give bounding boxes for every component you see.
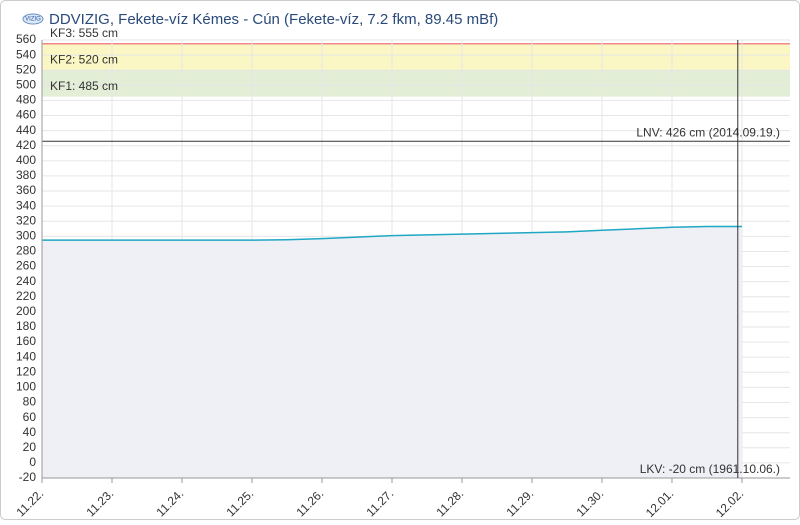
y-tick-label: 360 — [16, 183, 36, 197]
y-tick-label: 460 — [16, 108, 36, 122]
y-tick-label: 160 — [16, 334, 36, 348]
reference-label: LKV: -20 cm (1961.10.06.) — [640, 462, 780, 476]
y-tick-label: 260 — [16, 259, 36, 273]
y-tick-label: 420 — [16, 138, 36, 152]
y-tick-label: 340 — [16, 198, 36, 212]
y-tick-label: 480 — [16, 93, 36, 107]
series-area — [42, 226, 742, 478]
y-tick-label: 440 — [16, 123, 36, 137]
y-tick-label: 520 — [16, 62, 36, 76]
y-tick-label: 180 — [16, 319, 36, 333]
y-tick-label: 240 — [16, 274, 36, 288]
y-tick-label: 120 — [16, 364, 36, 378]
y-tick-label: 60 — [23, 410, 37, 424]
y-tick-label: 300 — [16, 229, 36, 243]
y-tick-label: 560 — [16, 32, 36, 46]
y-tick-label: 320 — [16, 213, 36, 227]
y-tick-label: 200 — [16, 304, 36, 318]
y-tick-label: 380 — [16, 168, 36, 182]
y-tick-label: 140 — [16, 349, 36, 363]
y-tick-label: 80 — [23, 395, 37, 409]
logo-text: VIZIG — [25, 17, 41, 23]
chart-title: DDVIZIG, Fekete-víz Kémes - Cún (Fekete-… — [49, 11, 498, 28]
threshold-label: KF1: 485 cm — [50, 79, 118, 93]
y-tick-label: -20 — [19, 470, 37, 484]
y-tick-label: 220 — [16, 289, 36, 303]
y-tick-label: 0 — [29, 455, 36, 469]
series-line — [42, 225, 742, 241]
y-tick-label: 280 — [16, 244, 36, 258]
reference-label: LNV: 426 cm (2014.09.19.) — [636, 125, 780, 139]
threshold-label: KF3: 555 cm — [50, 26, 118, 40]
threshold-band — [42, 70, 790, 97]
threshold-band — [42, 43, 790, 71]
threshold-label: KF2: 520 cm — [50, 52, 118, 66]
y-tick-label: 500 — [16, 77, 36, 91]
y-tick-label: 20 — [23, 440, 37, 454]
y-tick-label: 400 — [16, 153, 36, 167]
logo-shape — [22, 13, 44, 25]
y-tick-label: 540 — [16, 47, 36, 61]
logo: VIZIG — [22, 13, 44, 25]
y-tick-label: 100 — [16, 380, 36, 394]
y-tick-label: 40 — [23, 425, 37, 439]
